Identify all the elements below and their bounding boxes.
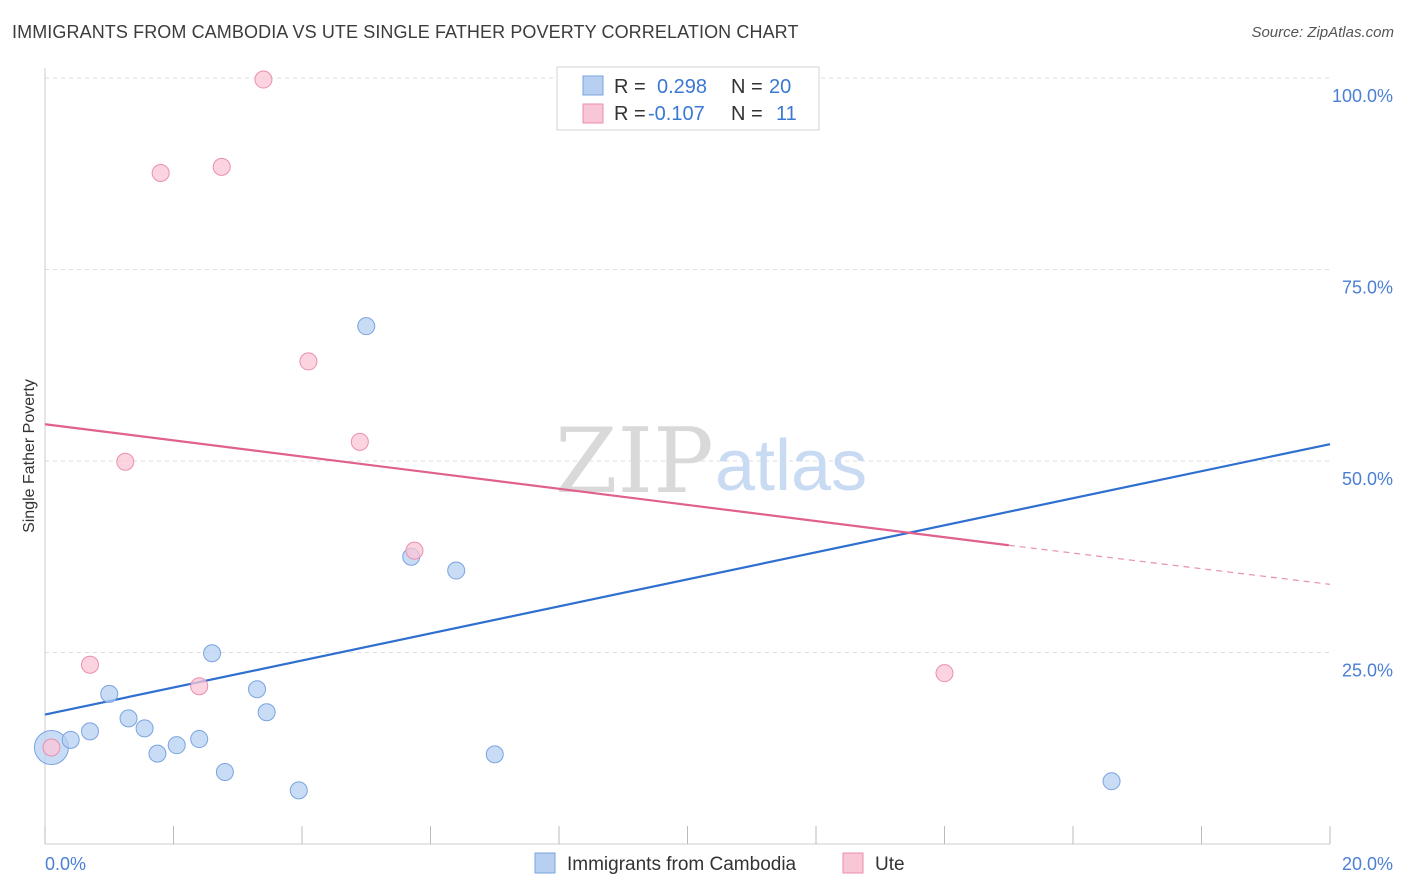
- legend-n-label-ute: N =: [731, 103, 763, 125]
- data-points: [33, 69, 1121, 800]
- y-tick-labels: 25.0% 50.0% 75.0% 100.0%: [1332, 86, 1393, 681]
- y-tick-label: 75.0%: [1342, 278, 1393, 298]
- legend-n-value-ute: 11: [776, 103, 797, 125]
- point-cambodia: [257, 703, 276, 722]
- trend-lines: [44, 423, 1331, 716]
- trend-line-ute: [44, 423, 1009, 547]
- point-cambodia: [167, 736, 186, 755]
- watermark-atlas: atlas: [715, 426, 867, 506]
- chart-title: IMMIGRANTS FROM CAMBODIA VS UTE SINGLE F…: [12, 22, 799, 42]
- legend-r-label-ute: R =: [614, 103, 646, 125]
- point-cambodia: [215, 762, 234, 781]
- point-cambodia: [485, 745, 504, 764]
- point-cambodia: [203, 644, 222, 663]
- point-ute: [116, 452, 135, 471]
- legend-swatch-ute: [582, 103, 604, 124]
- y-tick-label: 25.0%: [1342, 661, 1393, 681]
- legend-n-value-cambodia: 20: [769, 76, 791, 98]
- watermark: ZIP atlas: [555, 409, 867, 514]
- y-tick-label: 50.0%: [1342, 469, 1393, 489]
- point-cambodia: [289, 781, 308, 800]
- y-tick-label: 100.0%: [1332, 86, 1393, 106]
- point-ute: [42, 738, 61, 757]
- y-axis-label: Single Father Poverty: [21, 379, 38, 533]
- axes: [44, 68, 1331, 845]
- point-cambodia: [357, 317, 376, 336]
- series-legend-label-ute: Ute: [875, 854, 905, 875]
- point-ute: [254, 70, 273, 89]
- series-legend: Immigrants from Cambodia Ute: [534, 852, 905, 875]
- point-cambodia: [61, 730, 80, 749]
- point-cambodia: [190, 730, 209, 749]
- point-cambodia: [447, 561, 466, 580]
- legend-swatch-cambodia: [582, 75, 604, 96]
- x-tick-label: 0.0%: [45, 854, 86, 874]
- series-legend-swatch-cambodia: [534, 852, 556, 874]
- trend-line-cambodia: [44, 443, 1331, 716]
- point-cambodia: [80, 722, 99, 741]
- point-ute: [935, 664, 954, 683]
- legend-r-value-cambodia: 0.298: [657, 76, 707, 98]
- series-legend-swatch-ute: [842, 852, 864, 874]
- point-cambodia: [119, 709, 138, 728]
- watermark-zip: ZIP: [555, 409, 714, 514]
- point-cambodia: [1102, 772, 1121, 791]
- point-ute: [151, 163, 170, 182]
- x-tick-label: 20.0%: [1342, 854, 1393, 874]
- source-label: Source: ZipAtlas.com: [1251, 24, 1394, 41]
- legend-n-label-cambodia: N =: [731, 76, 763, 98]
- point-ute: [190, 677, 209, 696]
- point-ute: [80, 655, 99, 674]
- correlation-legend: R = 0.298 N = 20 R = -0.107 N = 11: [556, 66, 820, 131]
- series-legend-label-cambodia: Immigrants from Cambodia: [567, 854, 797, 875]
- point-cambodia: [248, 680, 267, 699]
- point-cambodia: [100, 684, 119, 703]
- trend-line-ute-extension: [1008, 544, 1331, 585]
- point-ute: [350, 432, 369, 451]
- point-ute: [212, 157, 231, 176]
- point-ute: [405, 541, 424, 560]
- point-cambodia: [148, 744, 167, 763]
- legend-r-label-cambodia: R =: [614, 76, 646, 98]
- x-tick-labels: 0.0% 20.0%: [45, 854, 1393, 874]
- gridlines: [45, 77, 1330, 653]
- point-cambodia: [135, 719, 154, 738]
- point-ute: [299, 352, 318, 371]
- legend-r-value-ute: -0.107: [648, 103, 705, 125]
